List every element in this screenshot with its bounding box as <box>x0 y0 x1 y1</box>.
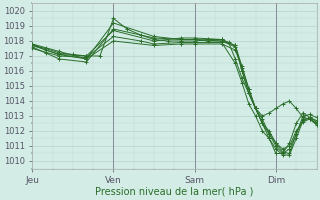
X-axis label: Pression niveau de la mer( hPa ): Pression niveau de la mer( hPa ) <box>95 187 253 197</box>
